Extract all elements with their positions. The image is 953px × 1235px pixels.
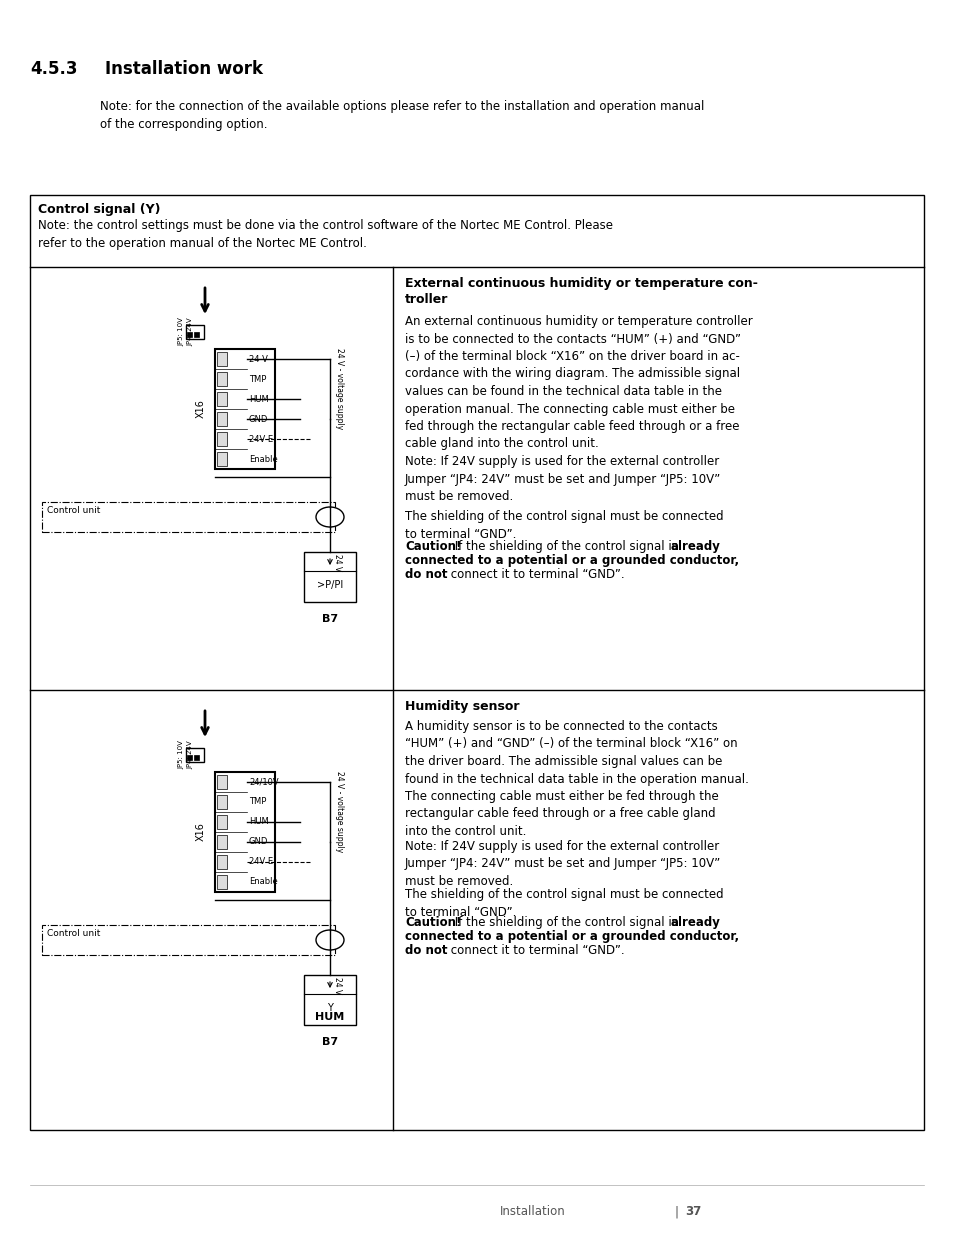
- Bar: [304, 974, 355, 1025]
- Text: 24 V: 24 V: [334, 555, 342, 572]
- Bar: [216, 795, 227, 809]
- Text: TMP: TMP: [249, 374, 266, 384]
- Text: GND: GND: [249, 837, 268, 846]
- Bar: [187, 332, 192, 337]
- Bar: [42, 925, 335, 955]
- Ellipse shape: [315, 508, 344, 527]
- Text: already: already: [670, 540, 720, 553]
- Bar: [216, 776, 227, 789]
- Text: connect it to terminal “GND”.: connect it to terminal “GND”.: [447, 568, 624, 580]
- Text: Enable: Enable: [249, 454, 277, 463]
- Text: Humidity sensor: Humidity sensor: [405, 700, 519, 713]
- Text: B7: B7: [321, 614, 337, 624]
- Text: Caution!: Caution!: [405, 916, 461, 929]
- Bar: [216, 876, 227, 889]
- Text: 24 V - voltage supply: 24 V - voltage supply: [335, 348, 344, 430]
- Text: An external continuous humidity or temperature controller
is to be connected to : An external continuous humidity or tempe…: [405, 315, 752, 451]
- Text: 24V E: 24V E: [249, 435, 273, 443]
- Text: Enable: Enable: [249, 878, 277, 887]
- Text: Note: If 24V supply is used for the external controller
Jumper “JP4: 24V” must b: Note: If 24V supply is used for the exte…: [405, 840, 720, 888]
- Bar: [216, 372, 227, 387]
- Text: 24 V: 24 V: [334, 977, 342, 994]
- Text: HUM: HUM: [249, 818, 269, 826]
- Text: HUM: HUM: [315, 1013, 344, 1023]
- Text: connected to a potential or a grounded conductor,: connected to a potential or a grounded c…: [405, 555, 739, 567]
- Bar: [216, 815, 227, 829]
- Text: connected to a potential or a grounded conductor,: connected to a potential or a grounded c…: [405, 930, 739, 944]
- Text: TMP: TMP: [249, 798, 266, 806]
- Text: Note: If 24V supply is used for the external controller
Jumper “JP4: 24V” must b: Note: If 24V supply is used for the exte…: [405, 454, 720, 503]
- Bar: [214, 772, 274, 892]
- Text: already: already: [670, 916, 720, 929]
- Text: |: |: [675, 1205, 679, 1218]
- Text: JP5: 10V: JP5: 10V: [178, 741, 184, 769]
- Text: If the shielding of the control signal is: If the shielding of the control signal i…: [451, 540, 680, 553]
- Text: troller: troller: [405, 293, 448, 306]
- Text: Installation work: Installation work: [105, 61, 263, 78]
- Text: JP4: 24V: JP4: 24V: [187, 317, 193, 346]
- Text: GND: GND: [249, 415, 268, 424]
- Bar: [186, 748, 204, 762]
- Text: The shielding of the control signal must be connected
to terminal “GND”.: The shielding of the control signal must…: [405, 510, 723, 541]
- Ellipse shape: [315, 930, 344, 950]
- Bar: [186, 325, 204, 338]
- Bar: [216, 391, 227, 406]
- Bar: [216, 855, 227, 869]
- Bar: [304, 552, 355, 601]
- Text: Y: Y: [327, 1003, 333, 1013]
- Text: The shielding of the control signal must be connected
to terminal “GND”.: The shielding of the control signal must…: [405, 888, 723, 919]
- Text: External continuous humidity or temperature con-: External continuous humidity or temperat…: [405, 277, 757, 290]
- Text: X16: X16: [195, 823, 206, 841]
- Bar: [193, 755, 199, 760]
- Bar: [42, 501, 335, 532]
- Text: 24V E: 24V E: [249, 857, 273, 867]
- Text: 24 V - voltage supply: 24 V - voltage supply: [335, 772, 344, 852]
- Bar: [216, 352, 227, 366]
- Text: do not: do not: [405, 944, 447, 957]
- Bar: [187, 755, 192, 760]
- Text: Control unit: Control unit: [47, 929, 100, 939]
- Text: HUM: HUM: [249, 394, 269, 404]
- Text: Control signal (Y): Control signal (Y): [38, 203, 160, 216]
- Text: JP5: 10V: JP5: 10V: [178, 317, 184, 347]
- Text: A humidity sensor is to be connected to the contacts
“HUM” (+) and “GND” (–) of : A humidity sensor is to be connected to …: [405, 720, 748, 839]
- Text: 4.5.3: 4.5.3: [30, 61, 77, 78]
- Text: If the shielding of the control signal is: If the shielding of the control signal i…: [451, 916, 680, 929]
- Text: 24/10V: 24/10V: [249, 778, 278, 787]
- Text: B7: B7: [321, 1037, 337, 1047]
- Bar: [216, 835, 227, 848]
- Bar: [216, 432, 227, 446]
- Text: 37: 37: [684, 1205, 700, 1218]
- Text: do not: do not: [405, 568, 447, 580]
- Text: >P/PI: >P/PI: [316, 580, 343, 590]
- Text: Control unit: Control unit: [47, 506, 100, 515]
- Text: connect it to terminal “GND”.: connect it to terminal “GND”.: [447, 944, 624, 957]
- Text: 24 V: 24 V: [249, 354, 268, 363]
- Text: X16: X16: [195, 400, 206, 419]
- Text: Note: the control settings must be done via the control software of the Nortec M: Note: the control settings must be done …: [38, 219, 613, 249]
- Text: Caution!: Caution!: [405, 540, 461, 553]
- Text: JP4: 24V: JP4: 24V: [187, 741, 193, 769]
- Bar: [216, 412, 227, 426]
- Bar: [193, 332, 199, 337]
- Text: Installation: Installation: [499, 1205, 565, 1218]
- Bar: [216, 452, 227, 466]
- Bar: [30, 195, 923, 1130]
- Bar: [214, 350, 274, 469]
- Text: Note: for the connection of the available options please refer to the installati: Note: for the connection of the availabl…: [100, 100, 703, 131]
